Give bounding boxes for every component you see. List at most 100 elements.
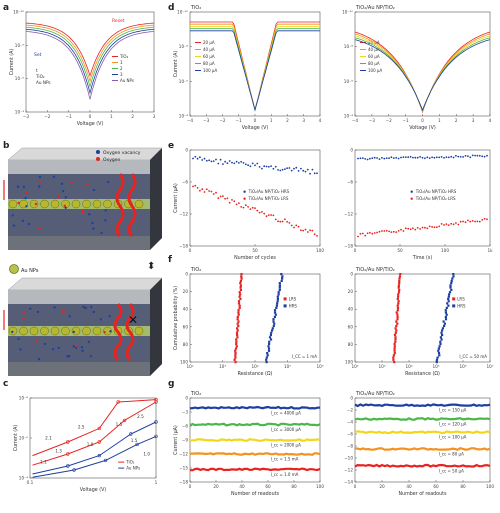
e1-y-tick-label: −6 [182,180,189,185]
chart-f2-lrs-point [397,302,400,305]
device-schematic-top: Oxygen vacancy Oxygen [7,147,163,250]
chart-d1-series-line-0 [190,21,320,111]
chart-e1-hrs-point [233,162,236,165]
chart-e2-lrs-point [385,229,388,232]
chart-d1-legend-label-3: 80 µA [203,61,215,66]
chart-f2-lrs-point [393,347,396,350]
chart-e1-lrs-point [309,229,311,232]
chart-f1-lrs-point [234,361,237,364]
f2-y-tick-label: 60 [348,324,354,329]
chart-e2-lrs-point [357,235,359,238]
nanoparticle [50,326,60,336]
vacancy-dot [99,318,103,321]
chart-f1-lrs-point [234,352,237,355]
nanoparticle [134,326,144,336]
chart-e2-lrs-point [459,220,462,223]
c-x-tick-label: 1 [155,480,158,485]
chart-e1-lrs-point [240,206,243,208]
chart-e1-lrs-point [295,224,298,227]
chart-c-slope-label-4: 1.1 [40,460,47,465]
chart-d1-legend-label-0: 20 µA [203,40,215,45]
chart-f2-hrs-point [436,356,439,359]
chart-f1-lrs-point [239,279,242,282]
chart-d2-legend-label-1: 40 µA [368,47,380,52]
chart-e2-lrs-point [388,230,390,233]
nanoparticle [103,199,112,209]
chart-e1-hrs-point [238,162,240,164]
chart-e2-lrs-point [378,230,381,233]
a-x-tick-label: 3 [153,114,156,119]
vacancy-dot [82,211,85,214]
chart-d2-legend-label-2: 60 µA [368,54,380,59]
panel-letter-a: a [3,3,9,13]
d2-x-tick-label: 0 [421,118,424,123]
chart-e2-hrs-point [373,156,376,159]
chart-e1-hrs-point [304,170,307,173]
chart-f2-lrs-point [395,324,398,328]
nanoparticle [50,199,60,209]
chart-e1-legend-label-1: TiO₂/Au NP/TiO₂ LRS [248,196,289,201]
vacancy-dot [39,181,42,184]
chart-f1-lrs-point [237,309,240,312]
chart-e1-hrs-point [288,167,291,169]
chart-e2-lrs-point [390,231,393,234]
e2-y-tick-label: −12 [344,212,353,217]
f2-x-tick-label: 10⁷ [486,364,493,369]
vacancy-dot [25,191,29,195]
chart-f1-hrs-point [269,333,272,337]
chart-e1-hrs-point [219,158,222,161]
chart-f2-lrs-point [396,313,399,316]
vacancy-dot [19,348,22,351]
chart-g2: 0 20 40 60 80 100 0 −2 −4 −6 −8 −10 −12 −14 Number of … [344,391,494,497]
chart-e1-hrs-point [258,166,261,168]
chart-f2-hrs-point [445,313,448,316]
chart-f1-lrs-point [235,345,238,348]
chart-e2-hrs-point [388,157,390,160]
chart-f1-legend-label-1: HRS [289,303,298,308]
g1-x-axis-label: Number of readouts [231,491,280,497]
chart-e2-hrs-point [402,156,405,159]
g2-x-tick-label: 100 [486,484,494,489]
chart-f2-lrs-point [393,361,396,364]
chart-f1-lrs-point [234,356,237,359]
d1-y-axis-label: Current (A) [173,51,179,78]
chart-g2-level-label-0: I_cc = 150 µA [439,408,467,413]
chart-f1-hrs-point [281,275,284,278]
chart-f2-lrs-point [395,320,398,323]
chart-f1-hrs-point [271,329,274,332]
chart-f2-hrs-point [444,309,447,312]
chart-e1-lrs-point [226,197,229,200]
chart-f1-hrs-point [266,354,269,357]
chart-e1-hrs-point [194,155,197,158]
c-x-tick-label: 0.1 [27,480,34,485]
d1-x-tick-label: −2 [219,118,226,123]
nanoparticle [92,199,102,209]
vacancy-dot [62,190,65,193]
chart-f2-hrs-point [447,297,450,300]
vacancy-dot [90,305,93,309]
chart-e2-lrs-point [361,232,364,235]
chart-f1-hrs-point [281,277,284,280]
chart-e2-lrs-point [373,232,376,234]
g1-y-tick-label: −6 [182,424,189,429]
vacancy-dot [109,330,112,333]
chart-e1-hrs-point [311,168,314,171]
chart-f1-note: I_CC = 1 mA [292,354,317,359]
chart-e1-lrs-point [316,235,318,237]
e2-x-tick-label: 1k [487,248,493,253]
f1-x-tick-label: 10³ [219,364,226,369]
chart-e1: 0 50 100 0 −6 −12 −18 Number of cycles Current (… [173,148,324,262]
d2-y-tick-label: 10⁻⁶ [344,79,354,84]
chart-a-annotation-set: Set [34,52,42,58]
chart-e2-lrs-point [397,230,400,232]
chart-e2-hrs-point [419,155,421,158]
chart-f2-hrs-point [451,277,454,280]
chart-e1-lrs-point [224,197,227,200]
a-x-tick-label: 2 [131,114,134,119]
chart-f1-lrs-point [239,293,242,296]
chart-e1-lrs-point [290,224,293,227]
chart-e2-lrs-point [469,220,472,223]
chart-e1-hrs-point [270,165,272,168]
chart-a-legend-label-3: 3 [120,72,123,77]
